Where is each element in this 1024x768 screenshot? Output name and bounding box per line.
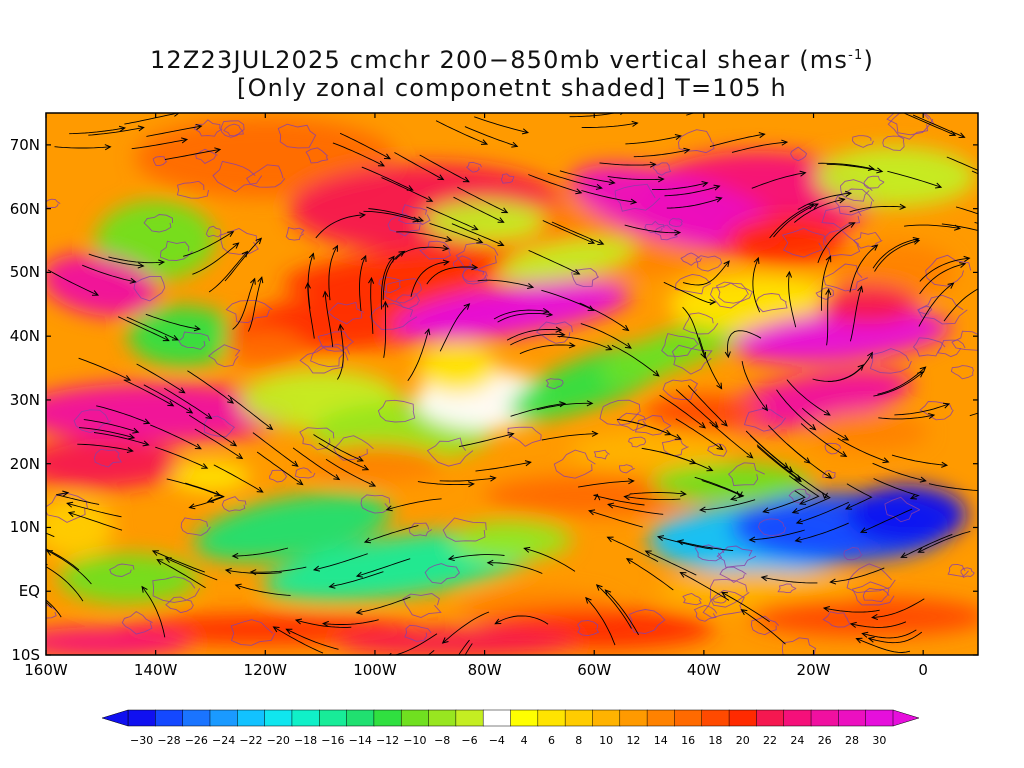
colorbar-swatch [482, 709, 512, 727]
colorbar-swatch [182, 709, 211, 727]
colorbar-swatch [346, 709, 375, 727]
axis-ticks [45, 113, 978, 656]
colorbar-swatch [319, 709, 348, 727]
lat-label: EQ [18, 582, 40, 601]
colorbar-swatch [564, 709, 594, 727]
colorbar-label: 10 [599, 734, 614, 747]
colorbar-swatch [838, 709, 867, 727]
colorbar-label: 20 [735, 734, 750, 747]
colorbar-swatch [646, 709, 675, 727]
colorbar-label: 26 [817, 734, 832, 747]
map-frame [45, 112, 979, 656]
colorbar-low-arrow [101, 709, 129, 727]
colorbar-swatch [865, 709, 894, 727]
colorbar-swatch [537, 709, 566, 727]
colorbar-label: −6 [461, 734, 478, 747]
chart-title-line2: [Only zonal componetnt shaded] T=105 h [237, 74, 787, 102]
colorbar-swatch [127, 709, 156, 727]
colorbar-swatch [510, 709, 539, 727]
colorbar-label: −14 [348, 734, 372, 747]
colorbar-label: 24 [790, 734, 805, 747]
colorbar-label: −12 [375, 734, 400, 747]
lat-label: 30N [9, 390, 40, 409]
lon-label: 120W [243, 661, 288, 679]
colorbar-swatch [701, 709, 730, 727]
colorbar-label: 12 [626, 734, 641, 747]
lon-label: 40W [686, 661, 721, 679]
lat-label: 40N [9, 327, 40, 346]
title-text: 12Z23JUL2025 cmchr 200−850mb vertical sh… [149, 46, 849, 74]
colorbar-label: 28 [845, 734, 860, 747]
colorbar-label: −28 [157, 734, 181, 747]
colorbar-label: 6 [547, 734, 555, 747]
lon-label: 100W [353, 661, 397, 679]
colorbar-label: 14 [653, 734, 668, 747]
streamlines [46, 113, 978, 655]
colorbar-label: −10 [403, 734, 427, 747]
lat-label: 20N [9, 454, 40, 473]
colorbar-label: 30 [872, 734, 887, 747]
colorbar-label: −18 [293, 734, 318, 747]
lat-label: 60N [9, 199, 40, 218]
colorbar-label: −30 [130, 734, 154, 747]
lon-label: 80W [467, 661, 502, 679]
colorbar-swatch [264, 709, 293, 727]
title-unit-exponent: -1 [848, 48, 864, 63]
colorbar-swatch [373, 709, 402, 727]
title-close-paren: ) [863, 46, 875, 74]
colorbar-label: 22 [763, 734, 778, 747]
colorbar-swatch [155, 709, 184, 727]
colorbar-swatch [756, 709, 785, 727]
colorbar-swatch [619, 709, 648, 727]
lat-label: 70N [9, 135, 40, 154]
colorbar-label: −8 [434, 734, 451, 747]
colorbar-label: 4 [520, 734, 528, 747]
colorbar-swatch [674, 709, 703, 727]
colorbar-label: 8 [575, 734, 583, 747]
colorbar-label: −26 [184, 734, 208, 747]
lon-label: 0 [918, 661, 928, 679]
lat-label: 10S [11, 646, 40, 664]
colorbar-swatch [209, 709, 238, 727]
lat-label: 10N [9, 518, 40, 537]
colorbar-label: −20 [266, 734, 290, 747]
contour-lines [46, 113, 978, 655]
lat-label: 50N [9, 263, 40, 282]
lon-label: 160W [24, 661, 68, 679]
colorbar [101, 709, 920, 727]
colorbar-swatch [237, 709, 266, 727]
colorbar-label: −24 [212, 734, 236, 747]
colorbar-swatch [291, 709, 320, 727]
colorbar-swatch [428, 709, 457, 727]
colorbar-label: 18 [708, 734, 723, 747]
colorbar-high-arrow [892, 709, 920, 727]
colorbar-swatch [400, 709, 430, 727]
colorbar-label: −4 [488, 734, 505, 747]
colorbar-label: −22 [239, 734, 263, 747]
colorbar-swatch [728, 709, 757, 727]
shear-shading [46, 117, 978, 655]
colorbar-label: −16 [321, 734, 345, 747]
lon-label: 60W [577, 661, 612, 679]
chart-title-line1: 12Z23JUL2025 cmchr 200−850mb vertical sh… [0, 46, 1024, 74]
colorbar-label: 16 [681, 734, 696, 747]
colorbar-swatch [810, 709, 839, 727]
colorbar-swatch [455, 709, 484, 727]
lon-label: 140W [133, 661, 178, 679]
map-area [46, 113, 978, 655]
lon-label: 20W [796, 661, 831, 679]
colorbar-swatch [592, 709, 621, 727]
colorbar-swatch [783, 709, 812, 727]
